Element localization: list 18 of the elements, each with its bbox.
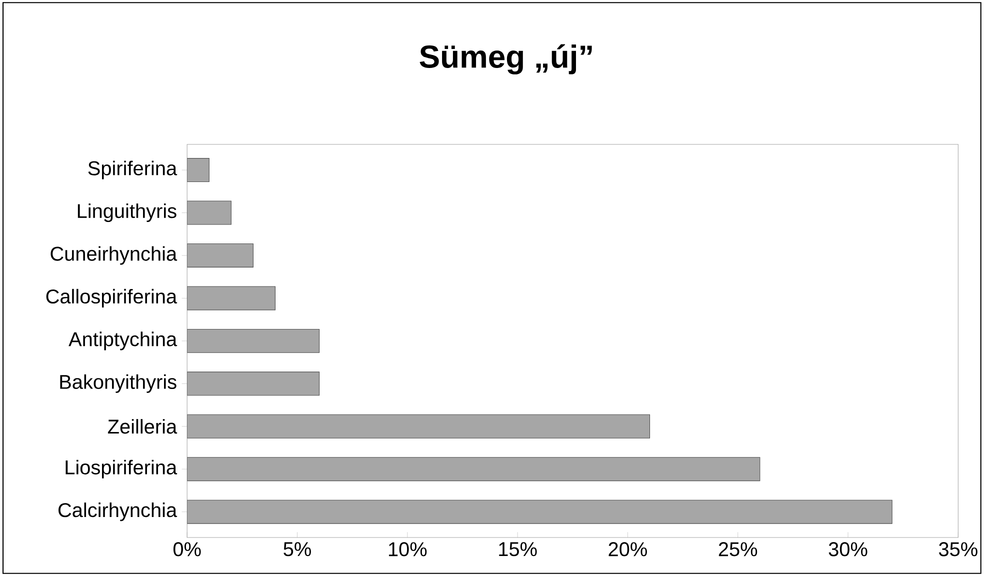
y-tick-label: Zeilleria <box>108 418 178 434</box>
y-tick-label: Cuneirhynchia <box>50 246 178 265</box>
x-tick-label: 25% <box>718 542 758 556</box>
x-tick-label: 10% <box>388 542 427 556</box>
x-tick-label: 30% <box>828 542 868 556</box>
y-tick-label: Linguithyris <box>78 203 176 222</box>
y-tick-label: Callospiriferina <box>46 288 178 308</box>
chart-title: Sümeg „új” <box>420 44 592 74</box>
x-tick-label: 35% <box>938 542 978 556</box>
y-tick-label: Liospiriferina <box>66 460 178 478</box>
x-tick-label: 5% <box>284 542 311 556</box>
y-tick-label: Antiptychina <box>68 332 178 350</box>
x-tick-label: 15% <box>499 542 537 556</box>
x-tick-label: 20% <box>608 542 647 556</box>
y-tick-label: Spiriferina <box>88 160 178 180</box>
x-tick-label: 0% <box>173 542 201 556</box>
y-tick-label: Calcirhynchia <box>58 502 178 522</box>
y-tick-label: Bakonyithyris <box>60 374 176 393</box>
